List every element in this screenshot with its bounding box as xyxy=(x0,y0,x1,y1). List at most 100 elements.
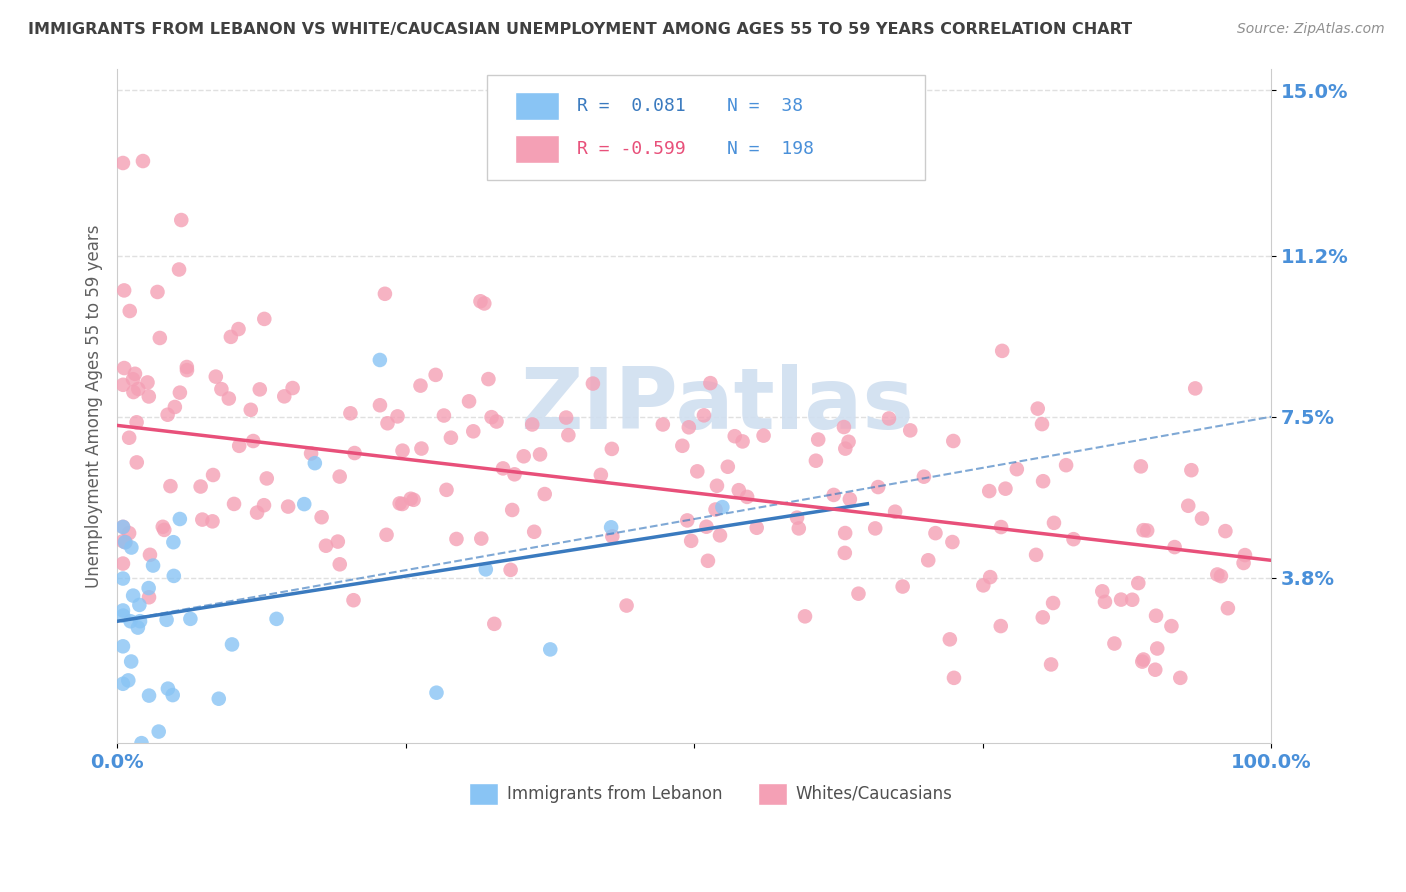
Point xyxy=(1091,584,1114,599)
Point xyxy=(1209,569,1232,583)
Point xyxy=(127,382,149,396)
Point xyxy=(1160,619,1182,633)
Point xyxy=(249,383,271,397)
Point xyxy=(699,376,721,391)
Point xyxy=(202,468,225,483)
Point xyxy=(1184,381,1206,395)
Point xyxy=(342,593,364,607)
Point xyxy=(208,691,231,706)
Point xyxy=(253,312,276,326)
Point xyxy=(470,294,492,309)
Point xyxy=(522,417,544,432)
Point xyxy=(1054,458,1077,473)
Point xyxy=(399,491,422,506)
Point xyxy=(1040,657,1063,672)
FancyBboxPatch shape xyxy=(486,75,925,180)
Point xyxy=(277,500,299,514)
Point xyxy=(600,529,623,543)
Point xyxy=(179,612,201,626)
Point xyxy=(201,514,224,528)
Point xyxy=(1180,463,1202,477)
Point xyxy=(589,467,612,482)
Point xyxy=(138,591,160,605)
Text: IMMIGRANTS FROM LEBANON VS WHITE/CAUCASIAN UNEMPLOYMENT AMONG AGES 55 TO 59 YEAR: IMMIGRANTS FROM LEBANON VS WHITE/CAUCASI… xyxy=(28,22,1132,37)
Point xyxy=(745,521,768,535)
Point xyxy=(991,343,1014,358)
Point xyxy=(752,428,775,442)
FancyBboxPatch shape xyxy=(516,135,560,163)
Point xyxy=(266,612,288,626)
Point xyxy=(463,425,485,439)
Point xyxy=(118,431,141,445)
Point xyxy=(411,442,433,456)
Point xyxy=(329,469,352,483)
Point xyxy=(941,535,963,549)
Point xyxy=(735,490,758,504)
Text: N =  38: N = 38 xyxy=(727,97,803,115)
Point xyxy=(711,500,734,515)
Point xyxy=(942,671,965,685)
Point xyxy=(138,389,160,403)
Point xyxy=(190,479,212,493)
Point xyxy=(209,382,232,396)
Point xyxy=(111,534,134,549)
Point xyxy=(704,502,727,516)
Point xyxy=(256,471,278,485)
Point xyxy=(1031,417,1053,431)
Point xyxy=(159,479,181,493)
Point xyxy=(1094,595,1116,609)
Point xyxy=(994,482,1017,496)
Point xyxy=(136,376,159,390)
Point xyxy=(402,492,425,507)
Point xyxy=(114,535,136,549)
Point xyxy=(329,558,352,572)
Point xyxy=(877,411,900,425)
Point xyxy=(523,524,546,539)
FancyBboxPatch shape xyxy=(470,783,498,805)
Point xyxy=(681,533,703,548)
Point xyxy=(794,609,817,624)
Point xyxy=(122,372,145,386)
FancyBboxPatch shape xyxy=(516,92,560,120)
Point xyxy=(176,363,198,377)
Point xyxy=(616,599,638,613)
Point xyxy=(273,389,295,403)
Point xyxy=(538,642,561,657)
Point xyxy=(1232,556,1254,570)
Point xyxy=(458,394,481,409)
Point xyxy=(446,532,468,546)
Point xyxy=(676,513,699,527)
Point xyxy=(1005,462,1028,476)
Point xyxy=(1206,567,1229,582)
Point xyxy=(485,162,508,177)
Point xyxy=(1146,641,1168,656)
Point xyxy=(972,578,994,592)
Text: Immigrants from Lebanon: Immigrants from Lebanon xyxy=(508,785,723,803)
Point xyxy=(120,655,142,669)
Point xyxy=(409,378,432,392)
Point xyxy=(246,506,269,520)
Point xyxy=(475,562,498,576)
Point xyxy=(122,385,145,400)
Point xyxy=(326,534,349,549)
Point xyxy=(868,480,890,494)
Y-axis label: Unemployment Among Ages 55 to 59 years: Unemployment Among Ages 55 to 59 years xyxy=(86,224,103,588)
Point xyxy=(118,304,141,318)
Point xyxy=(440,431,463,445)
Text: N =  198: N = 198 xyxy=(727,140,814,158)
Point xyxy=(368,353,391,368)
Point xyxy=(697,554,720,568)
Point xyxy=(281,381,304,395)
Point xyxy=(163,400,186,414)
Point xyxy=(111,156,134,170)
Point xyxy=(219,330,242,344)
Point xyxy=(1132,523,1154,537)
Point xyxy=(651,417,673,432)
Point xyxy=(387,409,409,424)
Text: ZIPatlas: ZIPatlas xyxy=(520,364,914,447)
Point xyxy=(112,361,135,376)
Point xyxy=(863,521,886,535)
Point xyxy=(311,510,333,524)
Text: R = -0.599: R = -0.599 xyxy=(576,140,685,158)
Point xyxy=(114,535,136,549)
